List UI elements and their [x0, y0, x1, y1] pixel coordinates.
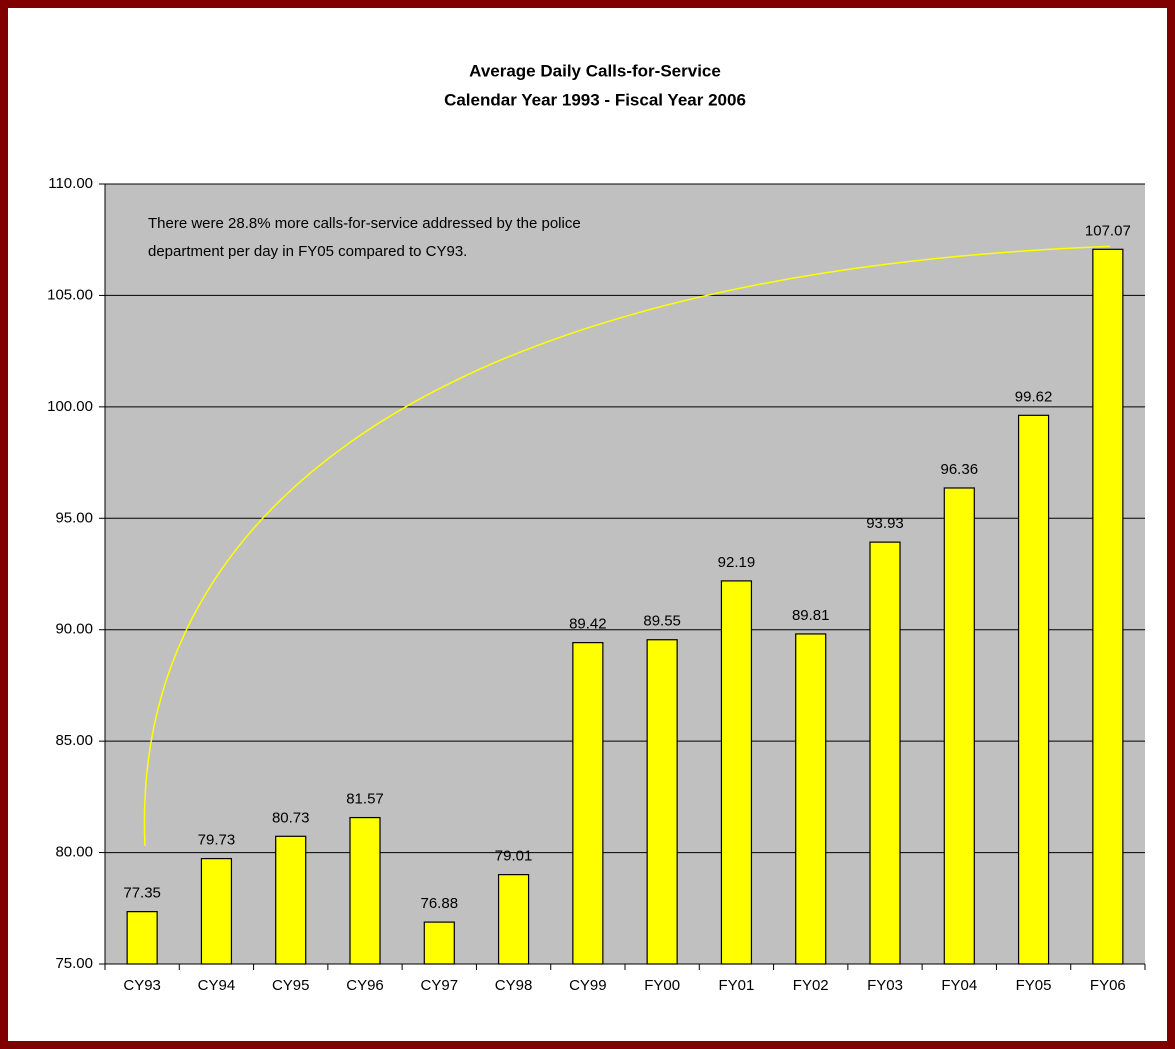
y-tick-label: 110.00 [48, 175, 93, 192]
bar [126, 911, 158, 965]
plot-area [105, 184, 1145, 964]
chart: Average Daily Calls-for-Service Calendar… [8, 8, 1167, 1041]
value-label: 80.73 [272, 809, 310, 826]
bar [943, 487, 975, 965]
x-tick-label: FY00 [644, 977, 680, 994]
bar [646, 639, 678, 965]
x-tick-label: FY04 [941, 977, 977, 994]
value-label: 79.01 [495, 848, 533, 865]
y-tick-label: 90.00 [55, 621, 93, 638]
bar [200, 857, 233, 965]
annotation: There were 28.8% more calls-for-service … [148, 215, 581, 232]
value-label: 99.62 [1015, 388, 1053, 405]
x-tick-label: CY97 [421, 977, 459, 994]
x-tick-label: FY06 [1090, 977, 1126, 994]
bar [572, 642, 604, 965]
x-tick-label: CY99 [569, 977, 607, 994]
bar [795, 633, 827, 965]
bar [423, 921, 455, 965]
value-label: 93.93 [866, 515, 904, 532]
bar [349, 816, 381, 965]
value-label: 76.88 [421, 895, 459, 912]
bar [1017, 414, 1050, 965]
x-tick-label: FY03 [867, 977, 903, 994]
x-tick-label: CY95 [272, 977, 310, 994]
x-tick-label: CY93 [123, 977, 161, 994]
value-label: 89.55 [643, 613, 681, 630]
x-tick-label: FY05 [1016, 977, 1052, 994]
y-tick-label: 85.00 [55, 732, 93, 749]
chart-subtitle: Calendar Year 1993 - Fiscal Year 2006 [444, 90, 746, 109]
value-label: 77.35 [123, 885, 161, 902]
y-tick-label: 105.00 [47, 286, 93, 303]
bar [869, 541, 901, 965]
bar [497, 874, 530, 965]
x-tick-label: CY98 [495, 977, 533, 994]
x-tick-label: CY96 [346, 977, 384, 994]
value-label: 96.36 [941, 461, 979, 478]
y-tick-label: 95.00 [55, 509, 93, 526]
y-tick-label: 75.00 [55, 955, 93, 972]
annotation: department per day in FY05 compared to C… [148, 243, 467, 260]
bar [1092, 248, 1124, 965]
chart-title: Average Daily Calls-for-Service [469, 61, 721, 80]
value-label: 92.19 [718, 554, 756, 571]
value-label: 89.81 [792, 607, 830, 624]
value-label: 81.57 [346, 791, 384, 808]
x-tick-label: FY02 [793, 977, 829, 994]
x-tick-label: FY01 [718, 977, 754, 994]
value-label: 79.73 [198, 832, 236, 849]
value-label: 107.07 [1085, 222, 1131, 239]
bar [720, 580, 753, 965]
x-tick-label: CY94 [198, 977, 236, 994]
y-tick-label: 80.00 [55, 844, 93, 861]
value-label: 89.42 [569, 616, 607, 633]
bar [275, 835, 307, 965]
trend-curve [143, 245, 1111, 846]
y-tick-label: 100.00 [47, 398, 93, 415]
